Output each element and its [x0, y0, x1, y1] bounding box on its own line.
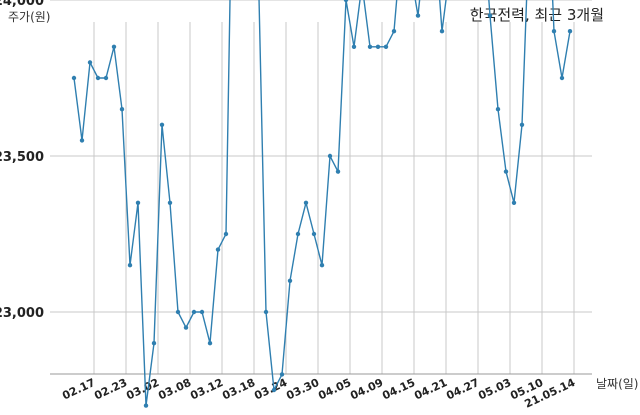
data-point [415, 13, 421, 18]
data-point [71, 75, 77, 81]
data-point [367, 44, 373, 49]
data-point [159, 122, 165, 128]
data-point [391, 29, 397, 34]
x-tick-label: 03.12 [188, 376, 225, 402]
data-point [487, 13, 493, 18]
x-tick-label: 03.02 [124, 376, 161, 402]
data-point [327, 153, 333, 159]
x-tick-label: 04.09 [348, 376, 385, 402]
data-point [215, 247, 221, 252]
y-tick-label: 23,000 [0, 306, 44, 321]
data-point [199, 309, 205, 315]
series-line [73, 0, 571, 406]
x-axis-label: 날짜(일) [596, 377, 639, 391]
data-point [375, 44, 381, 49]
y-axis-label: 주가(원) [8, 10, 51, 24]
data-point [111, 44, 117, 49]
x-tick-label: 02.23 [92, 376, 129, 402]
data-point [191, 309, 197, 315]
x-tick-label: 04.21 [412, 376, 449, 402]
data-point [383, 44, 389, 49]
data-point [87, 60, 93, 65]
y-tick-label: 24,000 [0, 0, 44, 9]
data-point [439, 29, 445, 34]
data-point [351, 44, 357, 49]
data-point [271, 387, 277, 393]
data-point [103, 75, 109, 81]
data-point [223, 231, 229, 237]
data-point [287, 278, 293, 283]
data-point [343, 0, 349, 3]
data-point [519, 122, 525, 128]
data-point [135, 200, 141, 205]
x-tick-label: 03.08 [156, 376, 193, 402]
data-point [495, 107, 501, 112]
data-point [95, 75, 101, 81]
data-point [559, 75, 565, 81]
x-tick-label: 04.05 [316, 376, 353, 402]
data-point [303, 200, 309, 205]
data-point [207, 341, 213, 346]
x-tick-label: 05.03 [476, 376, 513, 402]
data-point [503, 169, 509, 174]
data-point [143, 403, 149, 408]
data-point [263, 309, 269, 315]
data-point [319, 263, 325, 268]
data-point [127, 263, 133, 268]
chart-title: 한국전력, 최근 3개월 [469, 6, 604, 24]
data-point [295, 231, 301, 237]
data-point [183, 325, 189, 330]
data-point [551, 29, 557, 34]
data-point [167, 200, 173, 205]
data-point [279, 372, 285, 377]
data-point [567, 29, 573, 34]
x-tick-label: 04.15 [380, 376, 417, 402]
data-point [511, 200, 517, 205]
data-point [311, 231, 317, 237]
data-point [151, 341, 157, 346]
data-point [335, 169, 341, 174]
data-point [175, 309, 181, 315]
x-tick-label: 03.30 [284, 376, 321, 403]
x-tick-label: 03.24 [252, 376, 289, 403]
x-tick-label: 02.17 [60, 376, 97, 402]
data-point [79, 138, 85, 143]
data-point [119, 107, 125, 112]
x-tick-label: 04.27 [444, 376, 481, 402]
y-tick-label: 23,500 [0, 150, 44, 165]
x-tick-label: 03.18 [220, 376, 257, 402]
